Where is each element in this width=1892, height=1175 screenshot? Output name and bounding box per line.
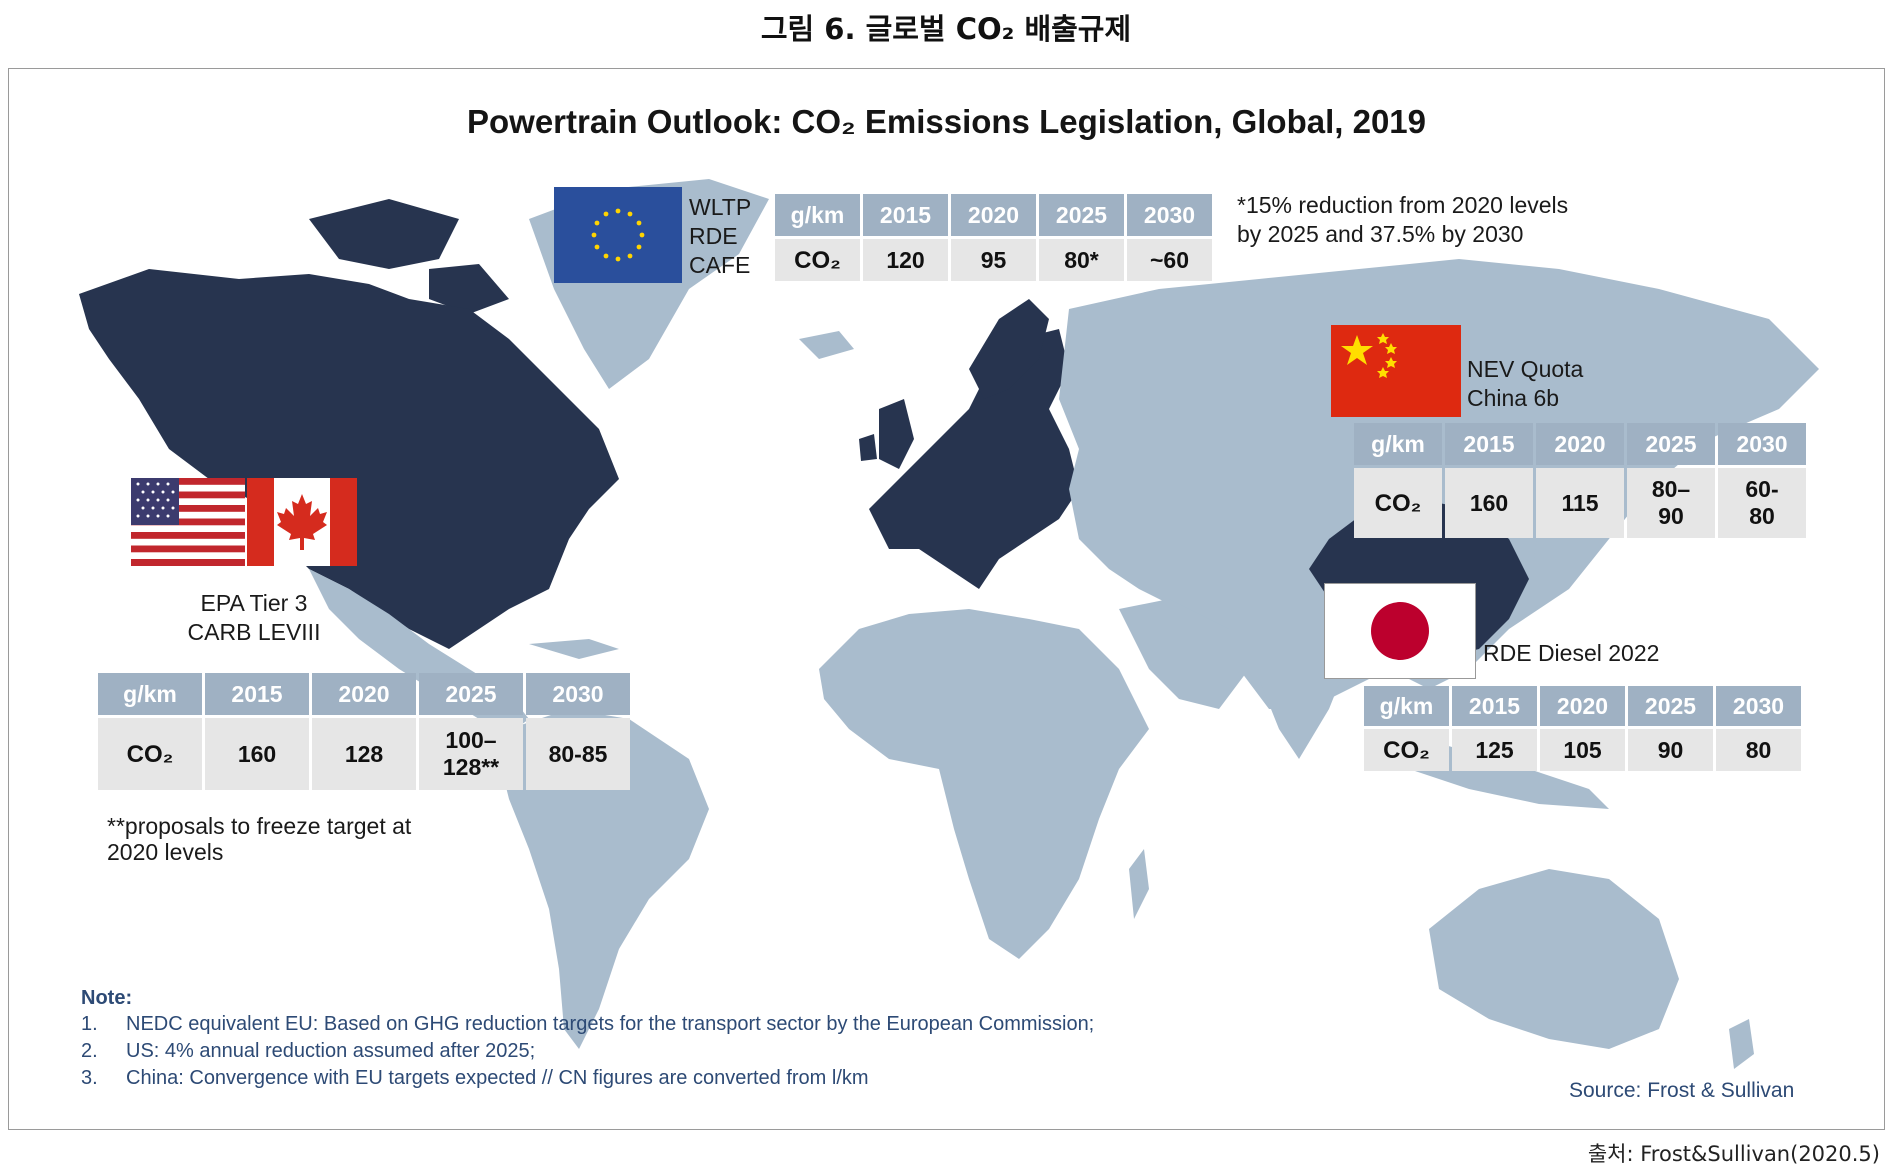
- eu-label-cafe: CAFE: [689, 252, 751, 278]
- us-value-2025: 100– 128**: [419, 718, 523, 790]
- japan-flag: [1324, 583, 1476, 679]
- chart-title: Powertrain Outlook: CO₂ Emissions Legisl…: [466, 103, 1427, 140]
- uk-ireland-region: [859, 399, 914, 469]
- japan-header-unit: g/km: [1364, 686, 1449, 726]
- figure-title: 그림 6. 글로벌 CO₂ 배출규제: [760, 12, 1132, 46]
- japan-header-2025: 2025: [1628, 686, 1713, 726]
- us-header-2030: 2030: [526, 673, 630, 715]
- us-header-2015: 2015: [205, 673, 309, 715]
- note-number: 3.: [81, 1067, 98, 1089]
- eu-emissions-table: g/km 2015 2020 2025 2030 CO₂ 120 95 80* …: [772, 191, 1215, 284]
- china-row-label: CO₂: [1354, 468, 1442, 538]
- eu-footnote: *15% reduction from 2020 levels by 2025 …: [1237, 191, 1568, 249]
- japan-row-label: CO₂: [1364, 729, 1449, 771]
- eu-header-2025: 2025: [1039, 194, 1124, 236]
- japan-header-2020: 2020: [1540, 686, 1625, 726]
- note-item: 2. US: 4% annual reduction assumed after …: [81, 1038, 1094, 1065]
- eu-label-wltp: WLTP: [689, 194, 752, 220]
- scandinavia-region: [969, 299, 1049, 399]
- source-credit: Source: Frost & Sullivan: [1569, 1079, 1795, 1102]
- japan-value-2030: 80: [1716, 729, 1801, 771]
- eu-header-2030: 2030: [1127, 194, 1212, 236]
- china-header-unit: g/km: [1354, 423, 1442, 465]
- arabia-region: [1119, 599, 1249, 709]
- arctic-islands-region: [309, 199, 509, 314]
- china-header-2015: 2015: [1445, 423, 1533, 465]
- figure-footer-source: 출처: Frost&Sullivan(2020.5): [1587, 1142, 1880, 1166]
- europe-regulated: [869, 329, 1079, 589]
- japan-emissions-table: g/km 2015 2020 2025 2030 CO₂ 125 105 90 …: [1361, 683, 1804, 774]
- eu-regulation-labels: WLTP RDE CAFE: [689, 193, 751, 280]
- china-regulation-labels: NEV Quota China 6b: [1467, 355, 1583, 413]
- eu-flag: [554, 187, 682, 283]
- south-america-region: [499, 709, 709, 1049]
- us-canada-regulation-labels: EPA Tier 3 CARB LEVIII: [139, 589, 369, 647]
- notes-list: 1. NEDC equivalent EU: Based on GHG reduc…: [81, 1011, 1094, 1092]
- eu-row-label: CO₂: [775, 239, 860, 281]
- china-header-2030: 2030: [1718, 423, 1806, 465]
- note-text: NEDC equivalent EU: Based on GHG reducti…: [126, 1013, 1095, 1035]
- eu-label-rde: RDE: [689, 223, 738, 249]
- us-label-carb-leviii: CARB LEVIII: [187, 619, 321, 645]
- us-label-epa-tier-3: EPA Tier 3: [200, 590, 308, 616]
- china-value-2020: 115: [1536, 468, 1624, 538]
- eu-footnote-line-2: by 2025 and 37.5% by 2030: [1237, 221, 1524, 247]
- note-number: 1.: [81, 1013, 98, 1035]
- notes-heading: Note:: [81, 987, 133, 1009]
- us-row-label: CO₂: [98, 718, 202, 790]
- note-item: 1. NEDC equivalent EU: Based on GHG reduc…: [81, 1011, 1094, 1038]
- eu-value-2025: 80*: [1039, 239, 1124, 281]
- china-value-2025: 80– 90: [1627, 468, 1715, 538]
- new-zealand-region: [1729, 1019, 1754, 1069]
- note-text: China: Convergence with EU targets expec…: [126, 1067, 869, 1089]
- us-footnote-line-2: 2020 levels: [107, 839, 224, 865]
- japan-header-2015: 2015: [1452, 686, 1537, 726]
- japan-value-2025: 90: [1628, 729, 1713, 771]
- china-header-2025: 2025: [1627, 423, 1715, 465]
- japan-regulation-label: RDE Diesel 2022: [1483, 640, 1660, 666]
- us-value-2015: 160: [205, 718, 309, 790]
- eu-footnote-line-1: *15% reduction from 2020 levels: [1237, 192, 1569, 218]
- china-header-2020: 2020: [1536, 423, 1624, 465]
- eu-value-2030: ~60: [1127, 239, 1212, 281]
- us-footnote: **proposals to freeze target at 2020 lev…: [107, 813, 411, 865]
- us-canada-emissions-table: g/km 2015 2020 2025 2030 CO₂ 160 128 100…: [95, 670, 633, 793]
- china-value-2015: 160: [1445, 468, 1533, 538]
- china-flag: [1331, 325, 1461, 417]
- iceland-region: [799, 331, 854, 359]
- australia-region: [1429, 869, 1679, 1049]
- eu-value-2015: 120: [863, 239, 948, 281]
- canada-flag: [247, 478, 357, 566]
- japan-value-2020: 105: [1540, 729, 1625, 771]
- china-value-2030: 60- 80: [1718, 468, 1806, 538]
- japan-header-2030: 2030: [1716, 686, 1801, 726]
- us-header-2020: 2020: [312, 673, 416, 715]
- china-emissions-table: g/km 2015 2020 2025 2030 CO₂ 160 115 80–…: [1351, 420, 1809, 541]
- north-america-regulated: [79, 269, 619, 649]
- eu-value-2020: 95: [951, 239, 1036, 281]
- eu-header-2015: 2015: [863, 194, 948, 236]
- africa-region: [819, 609, 1149, 959]
- us-value-2030: 80-85: [526, 718, 630, 790]
- us-header-2025: 2025: [419, 673, 523, 715]
- note-number: 2.: [81, 1040, 98, 1062]
- us-footnote-line-1: **proposals to freeze target at: [107, 813, 412, 839]
- china-label-china-6b: China 6b: [1467, 385, 1560, 411]
- us-header-unit: g/km: [98, 673, 202, 715]
- us-flag: [131, 478, 245, 566]
- japan-value-2015: 125: [1452, 729, 1537, 771]
- map-panel: Powertrain Outlook: CO₂ Emissions Legisl…: [8, 68, 1885, 1130]
- us-value-2020: 128: [312, 718, 416, 790]
- eu-header-2020: 2020: [951, 194, 1036, 236]
- caribbean-region: [529, 639, 619, 659]
- madagascar-region: [1129, 849, 1149, 919]
- eu-header-unit: g/km: [775, 194, 860, 236]
- note-item: 3. China: Convergence with EU targets exp…: [81, 1065, 1094, 1092]
- china-label-nev-quota: NEV Quota: [1467, 356, 1584, 382]
- note-text: US: 4% annual reduction assumed after 20…: [126, 1040, 536, 1062]
